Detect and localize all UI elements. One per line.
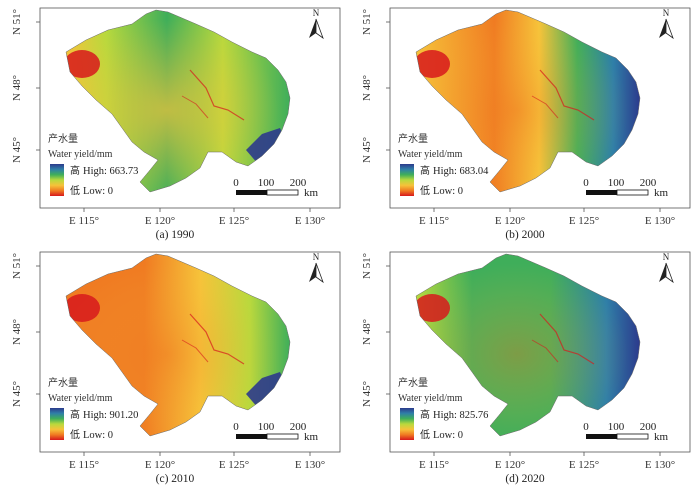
longitude-label: E 115° [419,215,449,227]
longitude-label: E 120° [145,459,175,471]
svg-text:100: 100 [258,421,275,433]
svg-text:N: N [313,8,320,18]
svg-text:高: 高 [70,408,80,421]
legend-high-value: High: 901.20 [83,410,138,421]
svg-text:km: km [654,187,669,199]
svg-text:200: 200 [640,421,657,433]
longitude-label: E 125° [569,459,599,471]
latitude-label: N 45° [361,137,373,163]
latitude-label: N 51° [11,253,23,279]
svg-text:N: N [663,8,670,18]
legend: 产水量 Water yield/mm 高 High: 663.73低 Low: 0 [48,132,138,197]
panel-caption: (d) 2020 [505,473,545,485]
longitude-label: E 130° [295,459,325,471]
north-arrow-icon: N [659,8,674,40]
latitude-label: N 48° [361,319,373,345]
longitude-label: E 125° [219,459,249,471]
legend-high-value: High: 825.76 [433,410,488,421]
longitude-label: E 115° [419,459,449,471]
legend-high-value: High: 663.73 [83,166,138,177]
water-yield-map: N 51° N 48° N 45° E 115° E 120° E 125° E 130° N… [361,251,691,485]
svg-text:100: 100 [608,177,625,189]
svg-text:200: 200 [290,421,307,433]
water-yield-map: N 51° N 48° N 45° E 115° E 120° E 125° E 130° N… [11,251,341,485]
svg-text:200: 200 [290,177,307,189]
svg-text:产水量: 产水量 [48,132,78,145]
svg-text:高: 高 [420,408,430,421]
svg-text:N: N [313,252,320,262]
map-panel-3: N 51° N 48° N 45° E 115° E 120° E 125° E 130° N… [0,244,350,487]
svg-text:0: 0 [233,421,239,433]
water-yield-map: N 51° N 48° N 45° E 115° E 120° E 125° E 130° N… [361,7,691,241]
svg-text:高: 高 [420,164,430,177]
map-panel-2: N 51° N 48° N 45° E 115° E 120° E 125° E 130° N… [350,0,700,243]
north-arrow-icon: N [659,252,674,284]
longitude-label: E 130° [645,459,675,471]
svg-text:0: 0 [583,177,589,189]
svg-text:0: 0 [233,177,239,189]
svg-text:产水量: 产水量 [398,132,428,145]
svg-text:N: N [663,252,670,262]
svg-text:Water yield/mm: Water yield/mm [398,393,463,404]
svg-text:低: 低 [70,428,80,441]
latitude-label: N 51° [361,253,373,279]
svg-text:Water yield/mm: Water yield/mm [48,149,113,160]
svg-text:Water yield/mm: Water yield/mm [48,393,113,404]
latitude-label: N 51° [361,9,373,35]
svg-text:100: 100 [258,177,275,189]
longitude-label: E 130° [645,215,675,227]
panel-caption: (b) 2000 [505,229,545,241]
longitude-label: E 120° [145,215,175,227]
map-panel-1: N 51° N 48° N 45° E 115° E 120° E 125° E 130° N… [0,0,350,243]
longitude-label: E 120° [495,215,525,227]
latitude-label: N 48° [361,75,373,101]
longitude-label: E 115° [69,459,99,471]
map-panel-4: N 51° N 48° N 45° E 115° E 120° E 125° E 130° N… [350,244,700,487]
longitude-label: E 125° [219,215,249,227]
panel-caption: (a) 1990 [156,229,195,241]
legend-low-value: Low: 0 [433,186,463,197]
north-arrow-icon: N [309,252,324,284]
legend: 产水量 Water yield/mm 高 High: 683.04低 Low: 0 [398,132,489,197]
svg-text:200: 200 [640,177,657,189]
legend: 产水量 Water yield/mm 高 High: 825.76低 Low: 0 [398,376,488,441]
svg-text:产水量: 产水量 [48,376,78,389]
longitude-label: E 120° [495,459,525,471]
panel-caption: (c) 2010 [156,473,195,485]
longitude-label: E 115° [69,215,99,227]
svg-text:km: km [654,431,669,443]
longitude-label: E 130° [295,215,325,227]
legend-low-value: Low: 0 [83,430,113,441]
latitude-label: N 45° [11,137,23,163]
latitude-label: N 48° [11,319,23,345]
latitude-label: N 51° [11,9,23,35]
svg-text:低: 低 [420,428,430,441]
svg-text:低: 低 [70,184,80,197]
svg-text:0: 0 [583,421,589,433]
latitude-label: N 45° [361,381,373,407]
svg-text:产水量: 产水量 [398,376,428,389]
svg-text:km: km [304,431,319,443]
svg-text:km: km [304,187,319,199]
svg-text:高: 高 [70,164,80,177]
legend-low-value: Low: 0 [433,430,463,441]
legend: 产水量 Water yield/mm 高 High: 901.20低 Low: 0 [48,376,138,441]
svg-text:Water yield/mm: Water yield/mm [398,149,463,160]
north-arrow-icon: N [309,8,324,40]
legend-low-value: Low: 0 [83,186,113,197]
svg-text:100: 100 [608,421,625,433]
svg-text:低: 低 [420,184,430,197]
longitude-label: E 125° [569,215,599,227]
latitude-label: N 45° [11,381,23,407]
water-yield-map: N 51° N 48° N 45° E 115° E 120° E 125° E 130° N… [11,7,341,241]
latitude-label: N 48° [11,75,23,101]
legend-high-value: High: 683.04 [433,166,489,177]
